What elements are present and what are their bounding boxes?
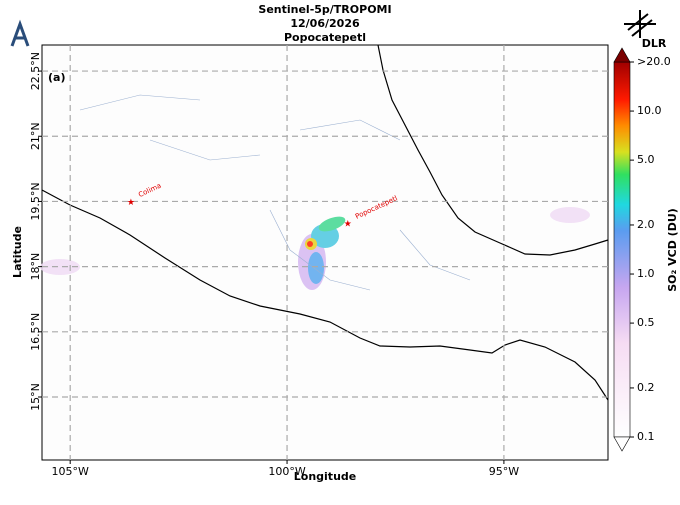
x-tick-label: 105°W	[52, 465, 89, 478]
title: Sentinel-5p/TROPOMI	[258, 3, 391, 16]
x-axis-label: Longitude	[294, 470, 356, 483]
y-tick-label: 21°N	[29, 122, 42, 150]
place-marker: ★	[344, 220, 352, 230]
colorbar-scale	[613, 61, 631, 438]
x-tick-label: 95°W	[489, 465, 519, 478]
x-tick-label: 100°W	[268, 465, 305, 478]
colorbar-tick-label: 0.5	[637, 316, 655, 329]
coastline	[41, 44, 609, 401]
colorbar-tick-label: 10.0	[637, 104, 662, 117]
subtitle: Popocatepetl	[284, 31, 366, 44]
date: 12/06/2026	[290, 17, 360, 30]
colorbar-label: SO₂ VCD (DU)	[666, 208, 679, 292]
y-tick-label: 15°N	[29, 383, 42, 411]
colorbar-extend-bottom	[613, 436, 631, 452]
y-axis-label: Latitude	[11, 226, 24, 278]
colorbar: SO₂ VCD (DU)	[613, 47, 679, 452]
plume	[40, 207, 590, 290]
colorbar-tick-label: >20.0	[637, 55, 671, 68]
colorbar-tick-label: 0.2	[637, 381, 655, 394]
logo-left	[10, 19, 30, 47]
panel-label: (a)	[48, 71, 65, 84]
logo-dlr: DLR	[624, 10, 667, 50]
colorbar-tick-label: 5.0	[637, 153, 655, 166]
grid	[42, 45, 608, 460]
colorbar-tick-label: 1.0	[637, 267, 655, 280]
place-marker: ★	[127, 198, 135, 208]
colorbar-tick-label: 0.1	[637, 430, 655, 443]
colorbar-extend-top	[613, 47, 631, 63]
borders	[79, 94, 471, 291]
y-tick-label: 22.5°N	[29, 52, 42, 90]
colorbar-tick-label: 2.0	[637, 218, 655, 231]
y-tick-label: 18°N	[29, 253, 42, 281]
y-tick-label: 19.5°N	[29, 182, 42, 220]
logo-text: DLR	[642, 37, 667, 50]
y-tick-label: 16.5°N	[29, 313, 42, 351]
